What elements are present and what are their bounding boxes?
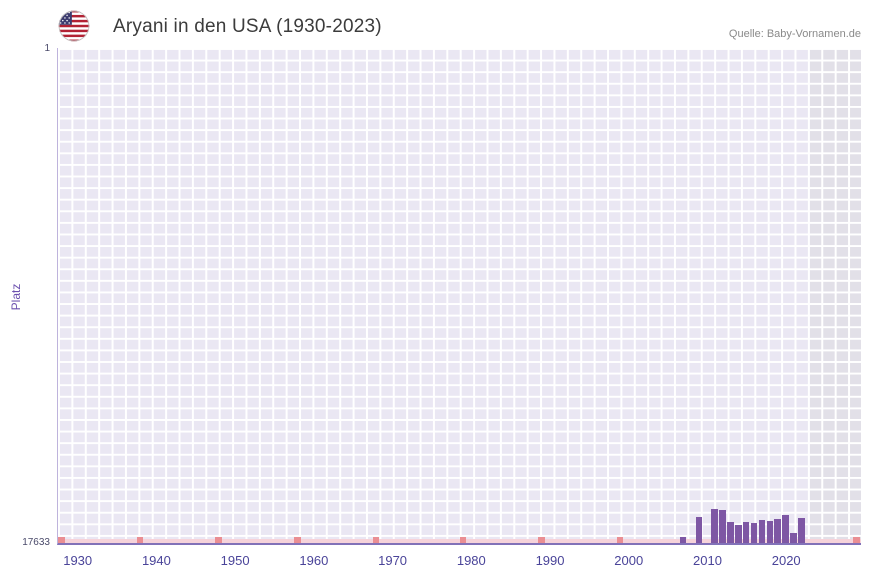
us-flag-icon [58, 10, 90, 42]
missing-year-marker [136, 537, 144, 543]
x-tick-1930: 1930 [63, 553, 93, 568]
missing-year-marker [538, 537, 545, 543]
source-credit: Quelle: Baby-Vornamen.de [728, 28, 861, 40]
y-axis-top-label: 1 [44, 43, 50, 54]
bar-2019[interactable] [774, 518, 781, 543]
missing-year-marker [853, 537, 860, 543]
bar-2021[interactable] [790, 533, 797, 543]
y-axis-title: Platz [9, 283, 23, 311]
x-tick-1970: 1970 [378, 553, 408, 568]
x-tick-1960: 1960 [299, 553, 329, 568]
x-tick-2000: 2000 [614, 553, 644, 568]
bar-2012[interactable] [719, 510, 726, 543]
bar-2020[interactable] [782, 515, 789, 543]
x-tick-2010: 2010 [693, 553, 722, 568]
bar-2016[interactable] [750, 522, 758, 543]
x-tick-1990: 1990 [535, 553, 565, 568]
missing-year-marker [616, 537, 624, 543]
bar-2015[interactable] [742, 521, 750, 543]
x-tick-1980: 1980 [456, 553, 486, 568]
bar-2011[interactable] [711, 508, 718, 543]
missing-year-marker [294, 537, 301, 543]
plot-area: 1930 1940 1950 1960 1970 1980 1990 2000 2010 2020 [57, 48, 861, 568]
bar-2009[interactable] [695, 517, 703, 543]
bar-2014[interactable] [735, 525, 742, 543]
missing-year-marker [459, 537, 466, 543]
bar-2013[interactable] [727, 522, 734, 543]
x-tick-2020: 2020 [771, 553, 801, 568]
bar-2007[interactable] [679, 537, 687, 543]
x-axis-ticks: 1930 1940 1950 1960 1970 1980 1990 2000 2010 2020 [58, 543, 861, 573]
x-tick-1940: 1940 [141, 553, 171, 568]
bar-2018[interactable] [766, 521, 774, 543]
missing-year-marker [372, 537, 380, 543]
x-tick-1950: 1950 [220, 553, 250, 568]
bar-2017[interactable] [758, 520, 766, 543]
missing-year-marker [215, 537, 222, 543]
y-axis-bottom-label: 17633 [22, 537, 50, 548]
bar-2022[interactable] [798, 517, 805, 543]
chart-title: Aryani in den USA (1930-2023) [113, 16, 382, 37]
missing-year-marker [58, 537, 65, 543]
grid-overlay [58, 48, 861, 543]
